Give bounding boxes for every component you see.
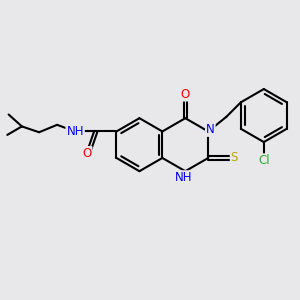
Text: NH: NH (175, 171, 193, 184)
Text: O: O (82, 147, 92, 160)
Text: S: S (231, 152, 238, 164)
Text: O: O (181, 88, 190, 100)
Text: N: N (206, 123, 215, 136)
Text: NH: NH (66, 125, 84, 138)
Text: Cl: Cl (258, 154, 270, 167)
